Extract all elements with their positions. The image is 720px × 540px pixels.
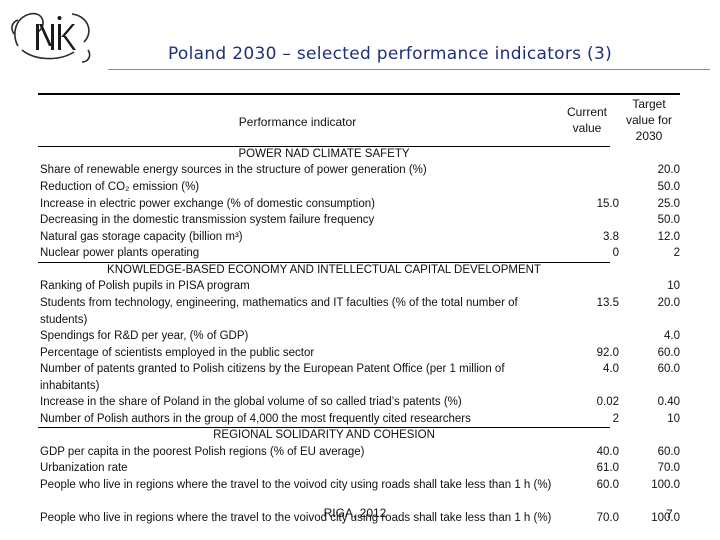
row-target: 60.0	[657, 446, 680, 458]
row-current: 3.8	[603, 231, 619, 243]
row-label: Reduction of CO₂ emission (%)	[40, 181, 200, 193]
row-target: 10	[667, 413, 680, 425]
row-target: 60.0	[657, 347, 680, 359]
row-current: 61.0	[596, 462, 619, 474]
row-label: Percentage of scientists employed in the…	[40, 347, 315, 359]
row-target: 20.0	[657, 297, 680, 309]
column-header-indicator: Performance indicator	[238, 115, 357, 129]
section-title: KNOWLEDGE-BASED ECONOMY AND INTELLECTUAL…	[107, 264, 541, 276]
row-current: 40.0	[596, 446, 619, 458]
row-target: 100.0	[651, 512, 680, 524]
row-target: 10	[667, 280, 680, 292]
row-current: 15.0	[596, 198, 619, 210]
row-target: 25.0	[657, 198, 680, 210]
row-label: Natural gas storage capacity (billion m³…	[40, 231, 243, 243]
row-target: 2	[673, 247, 680, 259]
row-label: Students from technology, engineering, m…	[40, 297, 518, 326]
row-label: Share of renewable energy sources in the…	[40, 164, 427, 176]
row-current: 70.0	[596, 512, 619, 524]
row-label: Nuclear power plants operating	[40, 247, 200, 259]
row-target: 100.0	[651, 479, 680, 491]
section-title: POWER NAD CLIMATE SAFETY	[238, 148, 410, 160]
row-target: 0.40	[657, 396, 680, 408]
row-label: Spendings for R&D per year, (% of GDP)	[40, 330, 249, 342]
row-label: GDP per capita in the poorest Polish reg…	[40, 446, 365, 458]
row-label: People who live in regions where the tra…	[40, 479, 552, 491]
section-title: REGIONAL SOLIDARITY AND COHESION	[213, 429, 435, 441]
row-label: Decreasing in the domestic transmission …	[40, 214, 375, 226]
row-target: 12.0	[657, 231, 680, 243]
row-current: 92.0	[596, 347, 619, 359]
row-label: Urbanization rate	[40, 462, 128, 474]
section-divider	[38, 262, 610, 263]
row-target: 4.0	[664, 330, 680, 342]
section-divider	[38, 427, 610, 428]
row-current: 0	[612, 247, 619, 259]
row-current: 4.0	[603, 363, 619, 375]
row-current: 0.02	[596, 396, 619, 408]
row-current: 13.5	[596, 297, 619, 309]
footer-event: RIGA, 2012	[323, 506, 387, 520]
row-label: People who live in regions where the tra…	[40, 512, 552, 524]
title-divider	[108, 69, 710, 70]
page-number: 7	[666, 507, 673, 521]
row-label: Ranking of Polish pupils in PISA program	[40, 280, 250, 292]
row-label: Increase in the share of Poland in the g…	[40, 396, 462, 408]
nik-logo	[8, 6, 98, 68]
row-target: 60.0	[657, 363, 680, 375]
column-header-current: Current value	[566, 105, 607, 135]
row-target: 50.0	[657, 181, 680, 193]
table-top-border	[38, 93, 680, 95]
page-title: Poland 2030 – selected performance indic…	[167, 44, 613, 64]
row-target: 70.0	[657, 462, 680, 474]
section-divider	[38, 146, 610, 147]
column-header-target: Target value for 2030	[625, 97, 673, 143]
row-label: Number of Polish authors in the group of…	[40, 413, 471, 425]
row-current: 60.0	[596, 479, 619, 491]
row-target: 20.0	[657, 164, 680, 176]
row-label: Increase in electric power exchange (% o…	[40, 198, 375, 210]
row-target: 50.0	[657, 214, 680, 226]
row-label: Number of patents granted to Polish citi…	[40, 363, 505, 392]
row-current: 2	[612, 413, 619, 425]
